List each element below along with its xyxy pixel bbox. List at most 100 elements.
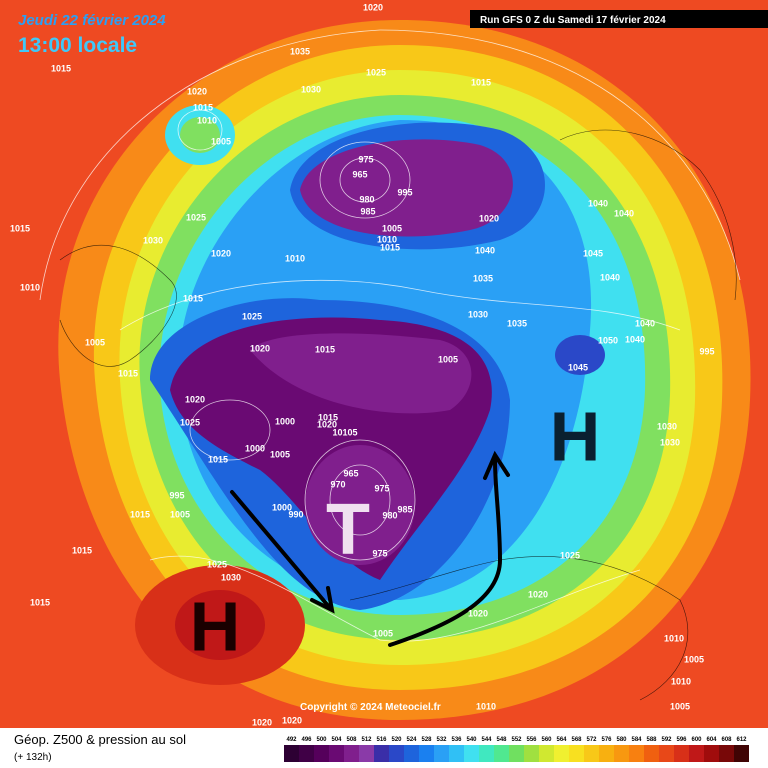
isobar-label: 1005 [270, 449, 290, 459]
scale-swatch [284, 745, 299, 762]
scale-label: 492 [286, 737, 297, 743]
scale-swatch [449, 745, 464, 762]
isobar-label: 1020 [252, 717, 272, 727]
isobar-label: 1005 [670, 701, 690, 711]
high-pressure-label: H [550, 397, 601, 475]
copyright: Copyright © 2024 Meteociel.fr [300, 702, 441, 713]
isobar-label: 1025 [560, 550, 580, 560]
isobar-label: 975 [358, 154, 373, 164]
isobar-label: 1010 [197, 115, 217, 125]
isobar-label: 1050 [598, 335, 618, 345]
scale-swatch [629, 745, 644, 762]
isobar-label: 1015 [318, 412, 338, 422]
isobar-label: 1015 [10, 223, 30, 233]
isobar-label: 1005 [382, 223, 402, 233]
forecast-time: 13:00 locale [18, 34, 137, 57]
isobar-label: 1035 [290, 46, 310, 56]
scale-swatch [644, 745, 659, 762]
arrows [230, 450, 510, 647]
scale-swatch [704, 745, 719, 762]
isobar-labels: 1020 1035 1025 1015 1030 1015 1020 1015 1010 1005… [10, 2, 715, 727]
isobar-label: 965 [343, 468, 358, 478]
isobar-label: 1015 [30, 597, 50, 607]
scale-swatch [479, 745, 494, 762]
isobar-label: 1020 [479, 213, 499, 223]
scale-label: 596 [676, 737, 687, 743]
scale-swatch [614, 745, 629, 762]
isobar-label: 1020 [282, 715, 302, 725]
isobar-label: 1030 [660, 437, 680, 447]
isobar-label: 970 [330, 479, 345, 489]
isobar-label: 990 [288, 509, 303, 519]
isobar-label: 1030 [143, 235, 163, 245]
scale-swatch [524, 745, 539, 762]
scale-swatch [554, 745, 569, 762]
isobar-label: 1000 [245, 443, 265, 453]
isobar-label: 1010 [671, 676, 691, 686]
scale-swatch [494, 745, 509, 762]
isobar-label: 1020 [468, 608, 488, 618]
isobar-label: 1020 [185, 394, 205, 404]
scale-label: 516 [376, 737, 387, 743]
isobar-label: 1015 [208, 454, 228, 464]
isobar-label: 1030 [468, 309, 488, 319]
isobar-label: 1005 [211, 136, 231, 146]
isobar-label: 980 [359, 194, 374, 204]
scale-label: 552 [511, 737, 522, 743]
isobar-label: 1015 [315, 344, 335, 354]
low-pressure-label: T [326, 490, 370, 570]
isobar-label: 1025 [366, 67, 386, 77]
scale-label: 496 [301, 737, 312, 743]
scale-label: 608 [721, 737, 732, 743]
product-title: Géop. Z500 & pression au sol [14, 732, 186, 747]
isobar-label: 1005 [170, 509, 190, 519]
isobar-label: 1010 [20, 282, 40, 292]
scale-swatch [374, 745, 389, 762]
isobar-label: 1015 [72, 545, 92, 555]
isobar-label: 1025 [242, 311, 262, 321]
isobar-label: 995 [699, 346, 714, 356]
scale-label: 612 [736, 737, 747, 743]
scale-swatch [719, 745, 734, 762]
scale-swatch [434, 745, 449, 762]
scale-swatch [344, 745, 359, 762]
isobar-label: 1040 [614, 208, 634, 218]
scale-swatch [539, 745, 554, 762]
scale-label: 548 [496, 737, 507, 743]
isobar-label: 1020 [250, 343, 270, 353]
isobar-label: 1005 [373, 628, 393, 638]
isobar-label: 1015 [471, 77, 491, 87]
scale-swatch [299, 745, 314, 762]
isobar-label: 1020 [187, 86, 207, 96]
forecast-date: Jeudi 22 février 2024 [18, 12, 166, 29]
scale-label: 524 [406, 737, 417, 743]
scale-label: 500 [316, 737, 327, 743]
isobar-label: 1020 [211, 248, 231, 258]
isobar-label: 1040 [588, 198, 608, 208]
scale-swatch [329, 745, 344, 762]
isobar-label: 1015 [118, 368, 138, 378]
isobar-label: 10105 [332, 427, 357, 437]
scale-swatch [569, 745, 584, 762]
scale-label: 588 [646, 737, 657, 743]
isobar-label: 1040 [635, 318, 655, 328]
scale-label: 564 [556, 737, 567, 743]
isobar-label: 1015 [183, 293, 203, 303]
scale-label: 576 [601, 737, 612, 743]
scale-label: 520 [391, 737, 402, 743]
isobar-label: 1020 [528, 589, 548, 599]
isobar-label: 1025 [180, 417, 200, 427]
run-info: Run GFS 0 Z du Samedi 17 février 2024 [480, 15, 666, 26]
isobar-label: 985 [360, 206, 375, 216]
scale-label: 580 [616, 737, 627, 743]
scale-swatch [404, 745, 419, 762]
scale-swatch [464, 745, 479, 762]
isobar-label: 1040 [625, 334, 645, 344]
scale-label: 508 [346, 737, 357, 743]
isobar-label: 1040 [600, 272, 620, 282]
scale-label: 532 [436, 737, 447, 743]
isobar-label: 1045 [568, 362, 588, 372]
geopotential-field [58, 20, 751, 720]
isobar-label: 1025 [186, 212, 206, 222]
